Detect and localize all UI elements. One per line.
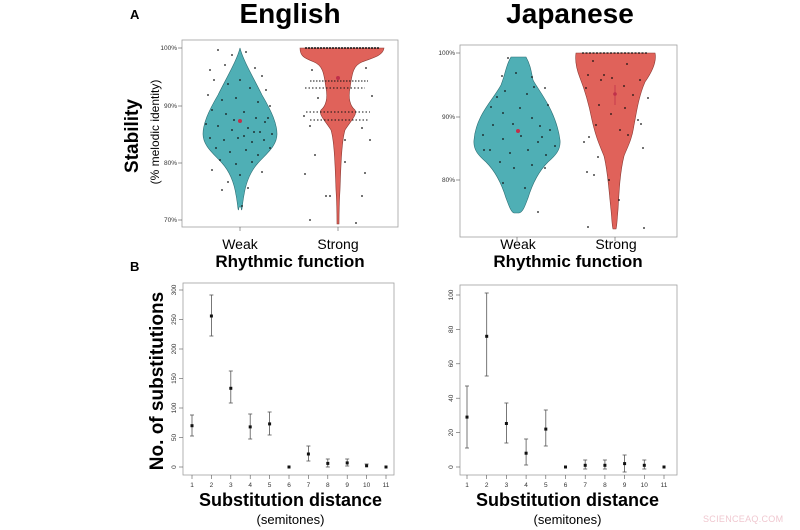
svg-text:7: 7 (307, 482, 311, 489)
english-strong-label: Strong (317, 236, 359, 252)
svg-text:70%: 70% (164, 217, 177, 224)
panel-letter-a: A (130, 7, 140, 22)
english-title: English (239, 0, 341, 29)
svg-text:250: 250 (171, 314, 178, 325)
svg-text:1: 1 (190, 482, 194, 489)
svg-text:4: 4 (248, 482, 252, 489)
svg-text:200: 200 (171, 343, 178, 354)
svg-text:2: 2 (210, 482, 214, 489)
japanese-strong-violin (575, 52, 656, 230)
svg-text:6: 6 (287, 482, 291, 489)
svg-text:80: 80 (448, 325, 455, 333)
english-sub-xlabel: Substitution distance (198, 490, 382, 510)
japanese-sub-xaxis (466, 475, 665, 479)
svg-text:80%: 80% (164, 160, 177, 167)
svg-text:8: 8 (603, 482, 607, 489)
japanese-xlabel: Rhythmic function (493, 252, 643, 271)
japanese-strong-label: Strong (595, 236, 637, 252)
svg-text:3: 3 (229, 482, 233, 489)
svg-text:6: 6 (564, 482, 568, 489)
svg-text:0: 0 (171, 465, 178, 469)
japanese-sub-xlabel: Substitution distance (475, 490, 659, 510)
svg-text:11: 11 (661, 482, 668, 489)
svg-text:5: 5 (544, 482, 548, 489)
watermark: SCIENCEAQ.COM (703, 514, 784, 524)
english-sub-yaxis (179, 289, 183, 468)
japanese-weak-label: Weak (500, 236, 536, 252)
svg-text:10: 10 (363, 482, 371, 489)
japanese-strong-mean (613, 92, 617, 96)
japanese-strong-points (583, 60, 649, 229)
panel-letter-b: B (130, 259, 140, 274)
svg-text:100: 100 (448, 289, 455, 300)
english-weak-violin (202, 47, 278, 211)
japanese-weak-mean (516, 129, 520, 133)
svg-text:80%: 80% (442, 177, 455, 184)
english-strong-points (303, 67, 373, 224)
svg-text:7: 7 (583, 482, 587, 489)
english-violin-yaxis: 100% 90% 80% 70% (160, 45, 182, 224)
svg-text:300: 300 (171, 284, 178, 295)
svg-text:40: 40 (448, 394, 455, 402)
english-weak-points (205, 49, 273, 207)
svg-text:8: 8 (326, 482, 330, 489)
svg-text:100%: 100% (438, 50, 455, 57)
english-xlabel: Rhythmic function (215, 252, 365, 271)
svg-text:50: 50 (171, 434, 178, 442)
svg-text:150: 150 (171, 373, 178, 384)
english-strong-mean (336, 76, 340, 80)
english-weak-mean (238, 119, 242, 123)
japanese-title: Japanese (506, 0, 634, 29)
svg-text:60: 60 (448, 360, 455, 368)
svg-text:10: 10 (641, 482, 649, 489)
svg-text:20: 20 (448, 429, 455, 437)
svg-text:100%: 100% (160, 45, 177, 52)
japanese-violin-yaxis: 100% 90% 80% (438, 50, 460, 184)
svg-text:3: 3 (505, 482, 509, 489)
english-weak-label: Weak (222, 236, 258, 252)
english-sub-xaxis (191, 475, 387, 479)
svg-text:9: 9 (623, 482, 627, 489)
svg-text:2: 2 (485, 482, 489, 489)
svg-text:9: 9 (345, 482, 349, 489)
svg-text:0: 0 (448, 465, 455, 469)
japanese-sub-points (465, 334, 666, 469)
svg-text:90%: 90% (442, 114, 455, 121)
japanese-weak-points (482, 57, 556, 213)
svg-text:4: 4 (524, 482, 528, 489)
svg-text:100: 100 (171, 402, 178, 413)
english-sub-xlabel-unit: (semitones) (256, 512, 325, 527)
svg-text:5: 5 (268, 482, 272, 489)
svg-text:1: 1 (465, 482, 469, 489)
svg-text:11: 11 (383, 482, 390, 489)
english-sub-points (190, 314, 388, 469)
japanese-sub-xlabel-unit: (semitones) (533, 512, 602, 527)
japanese-weak-violin (473, 56, 561, 214)
japanese-sub-yaxis (456, 294, 460, 468)
svg-text:90%: 90% (164, 103, 177, 110)
